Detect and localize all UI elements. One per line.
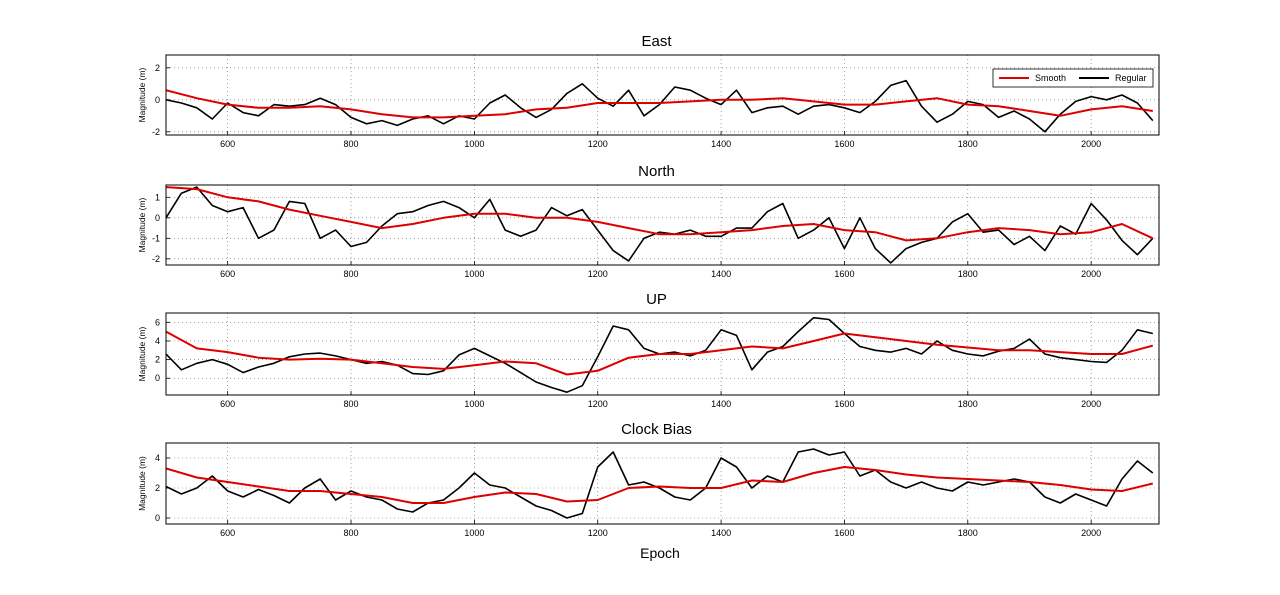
x-tick-label: 1800: [958, 139, 978, 149]
y-tick-label: 4: [155, 453, 160, 463]
y-tick-label: 6: [155, 317, 160, 327]
x-tick-label: 1200: [588, 269, 608, 279]
chart-title: Clock Bias: [621, 421, 692, 438]
chart-panel-east: 600 800 1000 1200 1400 1600 1800 2000 -2 0 2 East Ma…: [137, 33, 1160, 149]
axes-box: [165, 54, 1160, 136]
series-line-smooth: [166, 466, 1154, 504]
y-tick-label: 0: [155, 213, 160, 223]
chart-title: North: [638, 163, 675, 180]
x-tick-label: 1200: [588, 399, 608, 409]
x-tick-label: 1400: [711, 269, 731, 279]
y-axis-label: Magnitude (m): [137, 67, 147, 122]
legend-box: [992, 68, 1154, 88]
y-tick-label: -1: [152, 233, 160, 243]
y-tick-label: 0: [155, 95, 160, 105]
y-tick-label: 2: [155, 63, 160, 73]
x-tick-label: 1600: [834, 399, 854, 409]
y-axis-label: Magnitude (m): [137, 456, 147, 511]
x-tick-label: 1600: [834, 139, 854, 149]
chart-title: UP: [646, 291, 667, 308]
chart-panel-north: 600 800 1000 1200 1400 1600 1800 2000 -2 -1 0 1 Nort…: [137, 163, 1160, 279]
y-tick-label: 0: [155, 373, 160, 383]
x-tick-label: 1000: [464, 528, 484, 538]
x-tick-label: 600: [220, 399, 235, 409]
x-tick-label: 800: [344, 139, 359, 149]
x-tick-label: 1400: [711, 528, 731, 538]
chart-panel-up: 600 800 1000 1200 1400 1600 1800 2000 0 2 4 6 UP Magn…: [137, 291, 1160, 409]
y-tick-label: 2: [155, 355, 160, 365]
x-tick-label: 1200: [588, 528, 608, 538]
series-line-regular: [166, 79, 1154, 133]
x-tick-label: 2000: [1081, 528, 1101, 538]
series-line-regular: [166, 448, 1154, 519]
series-line-smooth: [166, 330, 1154, 376]
x-tick-label: 2000: [1081, 399, 1101, 409]
x-tick-label: 2000: [1081, 269, 1101, 279]
x-tick-label: 1600: [834, 528, 854, 538]
x-tick-label: 1000: [464, 399, 484, 409]
x-tick-label: 800: [344, 528, 359, 538]
chart-title: East: [641, 33, 672, 50]
y-tick-label: 0: [155, 513, 160, 523]
legend-label-regular: Regular: [1115, 73, 1147, 83]
y-tick-label: 2: [155, 483, 160, 493]
y-axis-label: Magnitude (m): [137, 197, 147, 252]
y-tick-label: 1: [155, 192, 160, 202]
x-tick-label: 2000: [1081, 139, 1101, 149]
panels: 600 800 1000 1200 1400 1600 1800 2000-202EastMa…: [137, 33, 1160, 538]
y-axis-label: Magnitude (m): [137, 326, 147, 381]
x-tick-label: 600: [220, 139, 235, 149]
axes-box: [165, 184, 1160, 266]
y-tick-label: -2: [152, 254, 160, 264]
x-tick-label: 1400: [711, 139, 731, 149]
x-tick-label: 600: [220, 269, 235, 279]
series-line-regular: [166, 186, 1154, 264]
series-line-smooth: [166, 89, 1153, 119]
x-tick-label: 800: [344, 269, 359, 279]
y-tick-label: 4: [155, 336, 160, 346]
legend: Smooth Regular: [992, 68, 1154, 88]
chart-panel-clock-bias: 600 800 1000 1200 1400 1600 1800 2000 0 2 4 Clock B…: [137, 421, 1160, 538]
x-tick-label: 1000: [464, 139, 484, 149]
x-tick-label: 1000: [464, 269, 484, 279]
x-axis-label: Epoch: [640, 545, 680, 561]
x-tick-label: 1800: [958, 269, 978, 279]
x-tick-label: 800: [344, 399, 359, 409]
series-line-smooth: [166, 186, 1154, 242]
x-tick-label: 600: [220, 528, 235, 538]
x-tick-label: 1400: [711, 399, 731, 409]
x-tick-label: 1600: [834, 269, 854, 279]
x-tick-label: 1800: [958, 399, 978, 409]
x-tick-label: 1200: [588, 139, 608, 149]
axes-box: [165, 312, 1160, 396]
axes-box: [165, 442, 1160, 525]
x-tick-label: 1800: [958, 528, 978, 538]
legend-label-smooth: Smooth: [1035, 73, 1066, 83]
y-tick-label: -2: [152, 127, 160, 137]
